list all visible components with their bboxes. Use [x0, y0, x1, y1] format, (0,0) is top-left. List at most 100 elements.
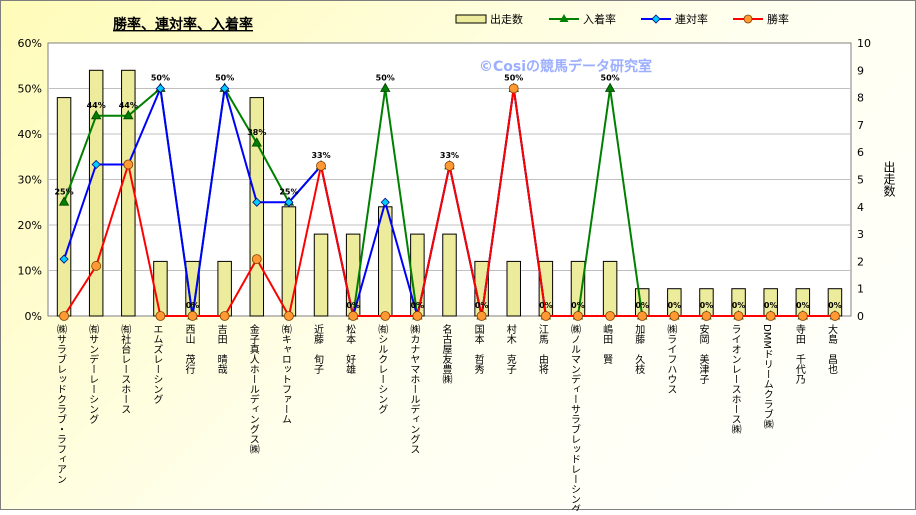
marker-win-rate [348, 311, 359, 321]
marker-win-rate [91, 261, 102, 271]
bar-starts [281, 206, 297, 317]
bar-starts [602, 260, 618, 317]
marker-win-rate [380, 311, 391, 321]
marker-top2-rate [59, 254, 69, 264]
category-label: 大島 昌也 [825, 323, 837, 374]
bar-starts [378, 206, 393, 317]
legend: 出走数 入着率 連対率 勝率 [455, 12, 789, 26]
category-label: DMMドリームクラブ㈱ [761, 324, 773, 429]
right-tick-label: 6 [857, 146, 864, 159]
marker-win-rate [219, 311, 230, 321]
right-tick-label: 8 [857, 92, 864, 105]
data-label: 0% [186, 301, 200, 310]
legend-marker-top2-rate [651, 14, 661, 24]
category-label: ㈲サンデーレーシング [87, 324, 99, 424]
left-tick-label: 20% [18, 219, 42, 232]
marker-win-rate [605, 311, 615, 321]
right-tick-label: 9 [857, 64, 864, 77]
data-label: 0% [732, 301, 746, 310]
chart-title: 勝率、連対率、入着率 [113, 16, 253, 33]
data-label: 0% [700, 301, 714, 310]
left-tick-label: 50% [18, 83, 42, 96]
marker-win-rate [59, 311, 69, 321]
legend-label-top2-rate: 連対率 [675, 12, 708, 26]
data-label: 33% [440, 151, 459, 160]
data-label: 0% [668, 301, 682, 310]
category-label: ㈱カナヤマホールディングス [408, 324, 420, 454]
category-label: ㈲シルクレーシング [376, 324, 388, 414]
category-label: 近藤 旬子 [312, 323, 324, 374]
category-label: エムズレーシング [151, 324, 163, 404]
marker-place-rate [380, 82, 391, 92]
right-tick-label: 10 [857, 37, 871, 50]
category-label: ㈲キャロットファーム [279, 324, 291, 424]
marker-win-rate [830, 311, 840, 321]
data-label: 25% [54, 187, 73, 196]
data-label: 0% [411, 301, 425, 310]
data-label: 0% [346, 301, 360, 310]
marker-top2-rate [91, 159, 101, 170]
category-label: ㈱サラブレッドクラブ・ラフィアン [55, 324, 67, 484]
marker-place-rate [90, 109, 102, 120]
right-tick-label: 4 [857, 201, 864, 214]
marker-win-rate [797, 311, 808, 321]
data-label: 50% [151, 74, 170, 83]
right-tick-label: 0 [857, 310, 864, 323]
marker-top2-rate [284, 197, 294, 207]
category-label: ㈲社台レースホース [119, 324, 131, 414]
bar-starts [153, 260, 168, 317]
marker-win-rate [669, 311, 680, 321]
bar-starts [313, 233, 329, 317]
data-label: 0% [539, 301, 553, 310]
bar-starts [442, 233, 457, 317]
watermark: ©Cosiの競馬データ研究室 [479, 58, 652, 75]
marker-win-rate [123, 159, 134, 170]
data-label: 33% [311, 151, 330, 160]
right-tick-label: 1 [857, 283, 864, 296]
right-tick-label: 2 [857, 255, 864, 268]
marker-top2-rate [220, 83, 230, 94]
data-label: 0% [828, 301, 842, 310]
category-label: 国本 哲秀 [472, 324, 484, 375]
data-label: 25% [279, 187, 298, 196]
category-label: ㈱ノルマンディーサラブレッドレーシング [568, 324, 580, 511]
left-tick-label: 30% [18, 174, 42, 187]
category-label: 江馬 由将 [536, 324, 548, 374]
data-label: 0% [796, 301, 810, 310]
marker-win-rate [701, 311, 712, 321]
marker-win-rate [540, 311, 551, 321]
category-label: ㈱ライフハウス [665, 324, 677, 394]
right-tick-label: 7 [857, 119, 864, 132]
category-label: 寺田 千代乃 [793, 324, 805, 385]
data-label: 0% [764, 301, 778, 310]
marker-top2-rate [155, 83, 165, 94]
legend-marker-place-rate [559, 14, 569, 22]
category-label: ライオンレースホース㈱ [729, 324, 741, 434]
right-tick-label: 5 [857, 174, 864, 187]
data-label: 50% [215, 74, 234, 83]
category-label: 松本 好雄 [344, 323, 356, 375]
marker-win-rate [765, 311, 776, 321]
marker-top2-rate [252, 197, 262, 207]
bar-starts [506, 260, 521, 317]
category-label: 加藤 久枝 [633, 324, 645, 375]
marker-win-rate [573, 311, 583, 321]
left-tick-label: 40% [18, 128, 42, 141]
marker-win-rate [251, 254, 262, 265]
category-label: 吉田 晴哉 [215, 324, 227, 374]
legend-label-win-rate: 勝率 [767, 12, 789, 26]
data-label: 0% [475, 301, 489, 310]
marker-win-rate [155, 311, 166, 321]
marker-place-rate [58, 196, 70, 206]
marker-win-rate [283, 311, 294, 321]
marker-win-rate [187, 311, 198, 321]
legend-label-starts: 出走数 [490, 12, 523, 26]
data-label: 0% [635, 301, 649, 310]
marker-win-rate [476, 311, 487, 321]
category-label: 村木 克子 [504, 323, 516, 374]
marker-top2-rate [380, 197, 390, 207]
marker-win-rate [508, 83, 519, 94]
legend-marker-win-rate [743, 14, 753, 24]
data-label: 44% [119, 101, 138, 110]
